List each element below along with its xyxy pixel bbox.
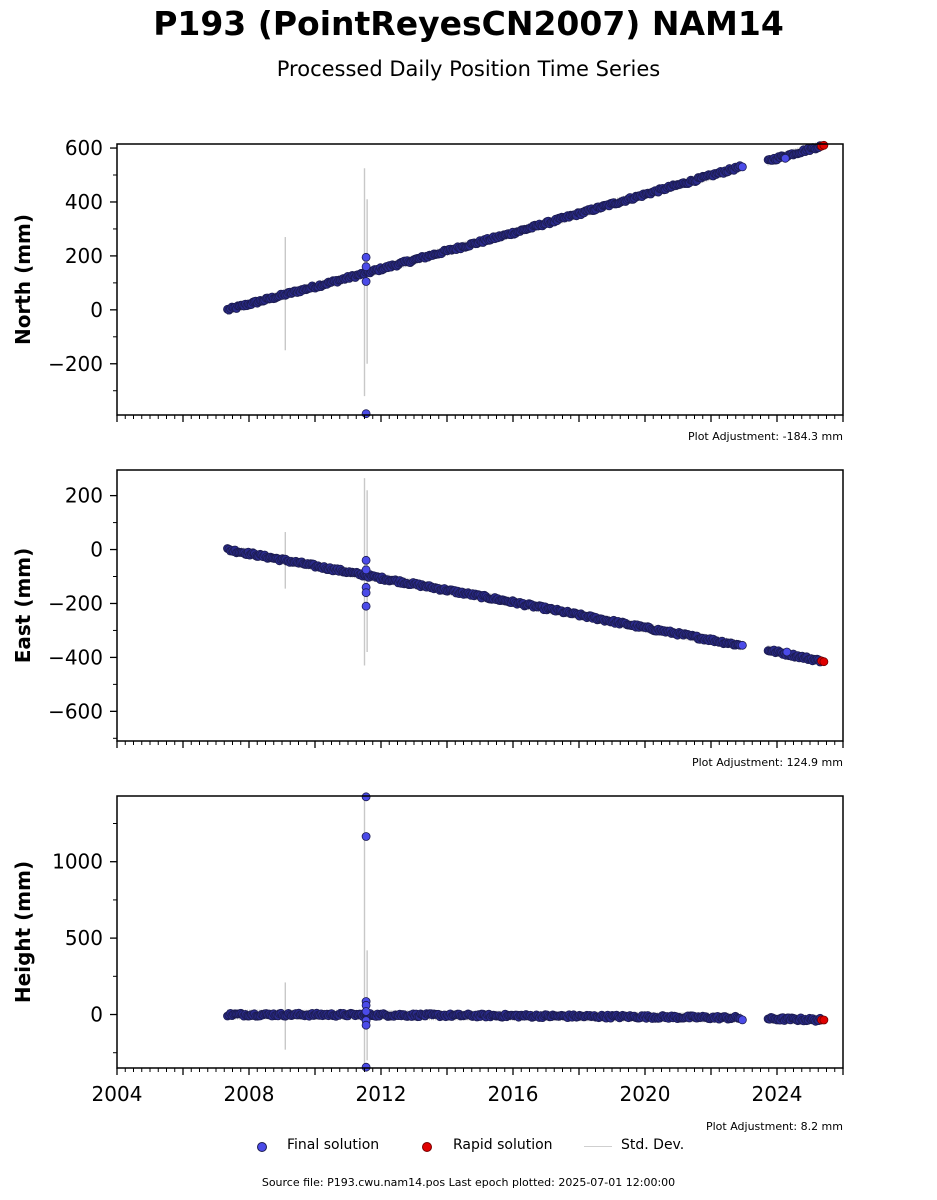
final-point	[361, 832, 371, 841]
legend-label-rapid: Rapid solution	[453, 1137, 553, 1153]
x-tick-label: 2020	[620, 1082, 671, 1106]
legend-label-final: Final solution	[287, 1137, 380, 1153]
y-tick-label: −200	[48, 591, 103, 615]
y-tick-label: 1000	[52, 850, 103, 874]
final-point	[780, 153, 790, 163]
final-point	[361, 277, 371, 286]
y-tick-label: 0	[90, 298, 103, 322]
y-tick-label: −200	[48, 352, 103, 376]
x-tick-label: 2012	[356, 1082, 407, 1106]
y-tick-label: 200	[65, 484, 103, 508]
plot-adjustment-label: Plot Adjustment: -184.3 mm	[688, 430, 843, 443]
y-axis-label: North (mm)	[11, 214, 35, 345]
plot-adjustment-label: Plot Adjustment: 8.2 mm	[706, 1120, 843, 1133]
rapid-point	[819, 140, 829, 150]
final-point	[361, 588, 371, 598]
rapid-point	[819, 1015, 829, 1025]
panel-1: −200 0 200 400 600 North (mm) Plot Adjustment:…	[11, 136, 844, 443]
stddev-line-icon	[584, 1146, 612, 1147]
final-point	[361, 792, 371, 802]
axes-frame	[116, 143, 844, 416]
final-point	[361, 1020, 371, 1030]
x-tick-label: 2008	[224, 1082, 275, 1106]
x-tick-label: 2024	[752, 1082, 803, 1106]
chart-subtitle: Processed Daily Position Time Series	[276, 57, 661, 81]
x-tick-label: 2004	[92, 1082, 143, 1106]
source-file-note: Source file: P193.cwu.nam14.pos Last epo…	[261, 1176, 676, 1189]
legend-label-stddev: Std. Dev.	[621, 1137, 685, 1153]
final-point	[738, 640, 747, 650]
plot-adjustment-label: Plot Adjustment: 124.9 mm	[692, 756, 843, 769]
y-axis-label: Height (mm)	[11, 861, 35, 1003]
final-point	[782, 647, 792, 657]
axes-frame	[116, 795, 844, 1069]
y-tick-label: 200	[65, 244, 103, 268]
final-marker-icon	[257, 1142, 267, 1152]
final-point	[361, 1062, 371, 1072]
y-tick-label: −600	[48, 699, 103, 723]
final-point	[361, 1007, 371, 1016]
final-point	[361, 601, 371, 611]
axes-frame	[116, 469, 844, 742]
final-point	[361, 409, 371, 419]
y-tick-label: 500	[65, 926, 103, 950]
rapid-marker-icon	[422, 1142, 432, 1152]
y-tick-label: 0	[90, 1003, 103, 1027]
final-point	[361, 555, 371, 565]
final-point	[361, 565, 371, 575]
panel-3: 0 500 1000 2004 2008 2012 2016 2020 2024 Height (…	[11, 792, 844, 1133]
y-axis-label: East (mm)	[11, 548, 35, 664]
panel-2: −600 −400 −200 0 200 East (mm) Plot Adjustment…	[11, 469, 844, 769]
final-point	[738, 1015, 747, 1025]
y-tick-label: 0	[90, 538, 103, 562]
y-tick-label: 600	[65, 136, 103, 160]
rapid-point	[819, 657, 829, 667]
final-point	[361, 252, 371, 262]
final-point	[361, 262, 371, 272]
chart-title: P193 (PointReyesCN2007) NAM14	[153, 4, 784, 43]
final-point	[738, 162, 747, 172]
y-tick-label: −400	[48, 645, 103, 669]
x-tick-label: 2016	[488, 1082, 539, 1106]
y-tick-label: 400	[65, 190, 103, 214]
